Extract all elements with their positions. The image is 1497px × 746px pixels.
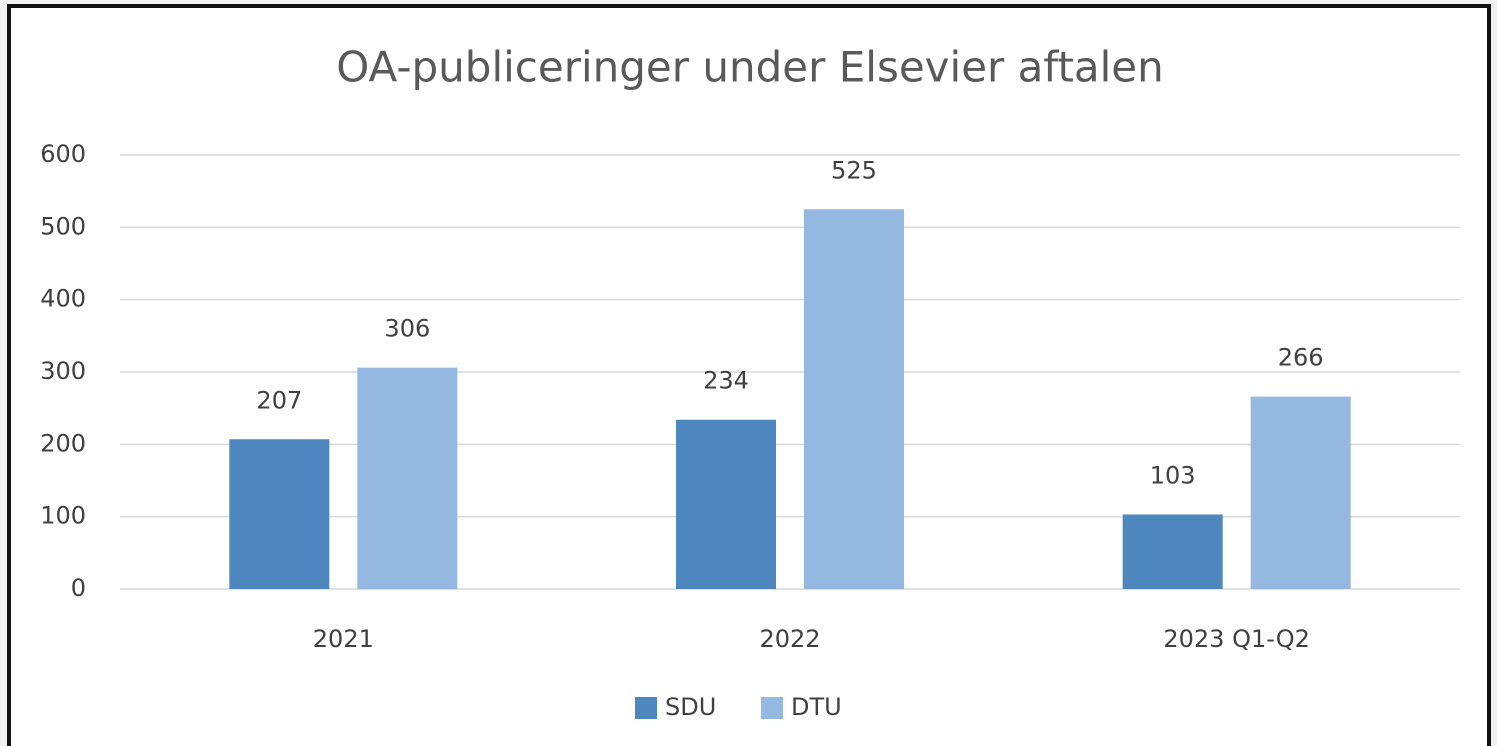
data-label: 207 [256,386,302,414]
bar [804,209,904,589]
x-tick-label: 2023 Q1-Q2 [1163,625,1310,653]
x-tick-label: 2021 [313,625,374,653]
chart-frame [7,4,1491,746]
legend-label: SDU [665,693,716,721]
data-label: 103 [1150,461,1196,489]
y-tick-label: 400 [40,285,86,313]
bar [1250,396,1351,589]
x-tick-label: 2022 [759,625,820,653]
data-label: 525 [831,156,877,184]
bar [1122,514,1223,589]
data-label: 306 [384,315,430,343]
legend-swatch [761,697,783,719]
y-tick-label: 200 [40,429,86,457]
data-label: 234 [703,367,749,395]
y-tick-label: 500 [40,212,86,240]
legend-swatch [635,697,657,719]
y-tick-label: 600 [40,140,86,168]
bar [357,367,458,589]
bar [676,419,776,589]
data-label: 266 [1278,344,1324,372]
bar [229,439,330,589]
chart-title: OA-publiceringer under Elsevier aftalen [336,43,1164,92]
y-tick-label: 0 [71,574,86,602]
legend-label: DTU [791,693,842,721]
y-tick-label: 100 [40,502,86,530]
y-tick-label: 300 [40,357,86,385]
